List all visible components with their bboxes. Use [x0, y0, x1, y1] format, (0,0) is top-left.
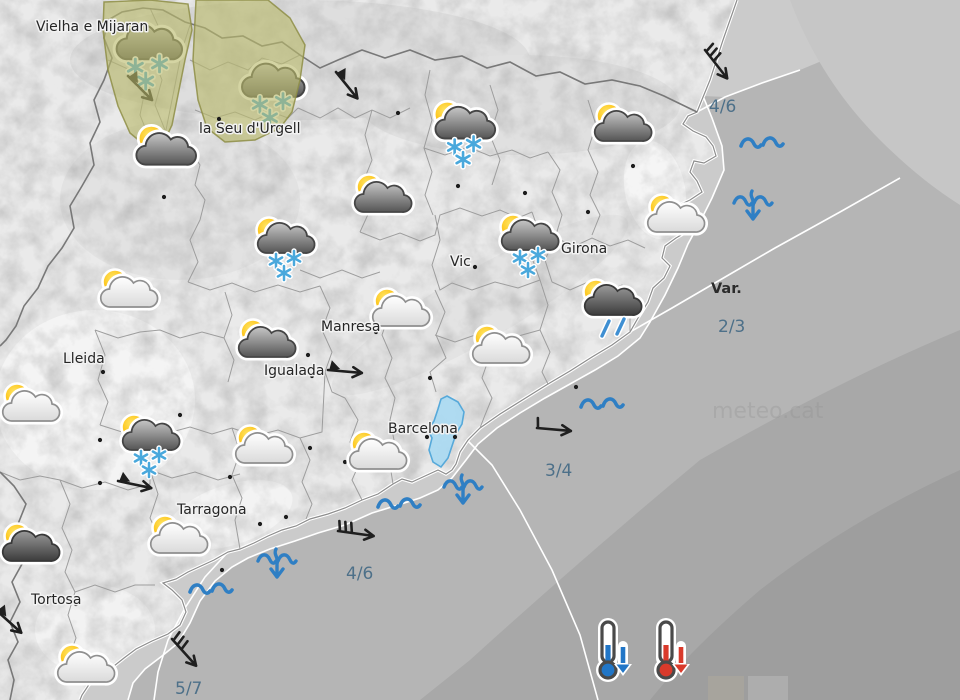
sea-state-label: 2/3: [718, 317, 745, 337]
town-dot: [452, 434, 458, 440]
watermark-text: meteo.cat: [712, 399, 824, 424]
town-dot: [97, 480, 103, 486]
town-dot: [305, 352, 311, 358]
place-label: Barcelona: [388, 421, 458, 437]
place-label: Vielha e Mijaran: [36, 19, 148, 35]
sea-state-label: 3/4: [545, 461, 572, 481]
sea-state-label: 4/6: [709, 97, 736, 117]
town-dot: [597, 247, 603, 253]
town-dot: [177, 412, 183, 418]
place-label: Manresa: [321, 319, 380, 335]
place-label: Vic: [450, 254, 471, 270]
town-dot: [283, 514, 289, 520]
place-label: la Seu d'Urgell: [199, 121, 301, 137]
town-dot: [455, 183, 461, 189]
town-dot: [342, 459, 348, 465]
town-dot: [309, 373, 315, 379]
sea-state-label: 4/6: [346, 564, 373, 584]
labels-layer: Vielha e Mijaran la Seu d'Urgell Vic Girona…: [29, 18, 746, 700]
town-dot: [585, 209, 591, 215]
town-dot: [424, 434, 430, 440]
town-dot: [522, 190, 528, 196]
selected-comarca-region[interactable]: [427, 395, 465, 469]
sea-state-label: 5/7: [175, 679, 202, 699]
place-label: Igualada: [264, 363, 324, 379]
town-dot: [216, 116, 222, 122]
town-dot: [161, 194, 167, 200]
town-dot: [472, 264, 478, 270]
place-label: Tortosa: [30, 592, 81, 608]
town-dot: [630, 163, 636, 169]
wind-zone-label: Var.: [711, 281, 742, 297]
town-dot: [373, 329, 379, 335]
snow-warning-region-east[interactable]: [192, 0, 306, 143]
town-dot: [100, 369, 106, 375]
town-dot: [395, 110, 401, 116]
place-label: Tarragona: [176, 502, 247, 518]
town-dot: [257, 521, 263, 527]
marine-zone-lines: [127, 69, 901, 700]
town-dot: [427, 375, 433, 381]
town-dot: [573, 384, 579, 390]
place-label: Lleida: [63, 351, 105, 367]
town-dot: [227, 474, 233, 480]
town-dot: [219, 567, 225, 573]
town-dot: [97, 437, 103, 443]
coastline: [78, 0, 739, 700]
town-dot: [307, 445, 313, 451]
place-label: Girona: [561, 241, 607, 257]
watermark-logo: [708, 676, 788, 700]
town-dot: [73, 601, 79, 607]
warning-regions: [102, 0, 306, 149]
